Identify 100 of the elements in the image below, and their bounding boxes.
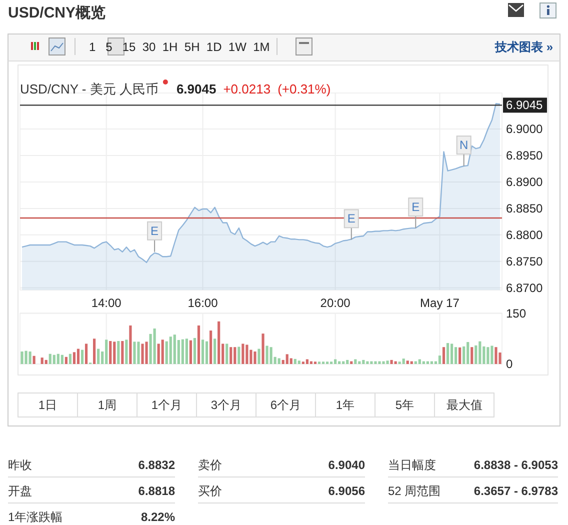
bar [60, 354, 64, 364]
bar [169, 336, 172, 364]
bar [306, 359, 308, 364]
text: 8.22% [140, 510, 176, 524]
bar [68, 354, 72, 364]
bar [406, 360, 409, 364]
annotation: E [412, 200, 420, 214]
bar [474, 345, 478, 364]
text: 1周 [98, 398, 117, 412]
text: 1个月 [151, 398, 182, 412]
text: 最大值 [446, 398, 482, 412]
bar [294, 358, 296, 364]
text: 6.9056 [328, 484, 366, 498]
x-tick-label: 14:00 [91, 296, 122, 310]
text: 6.9040 [328, 458, 366, 472]
bar [125, 340, 128, 364]
bar [254, 351, 256, 364]
bar [418, 359, 421, 364]
bar [80, 350, 84, 364]
bar [181, 339, 184, 364]
bar [193, 338, 196, 364]
text: 52 周范围 [388, 484, 441, 498]
text: 开盘 [8, 484, 32, 498]
bar [52, 354, 56, 364]
annotation: +0.0213 [223, 82, 271, 96]
bar [97, 348, 100, 364]
text: 3个月 [210, 398, 242, 412]
text: 技术图表 » [494, 40, 554, 54]
text: USD/CNY概览 [8, 4, 106, 22]
bar [129, 325, 132, 364]
bar [382, 361, 385, 364]
bar [121, 341, 124, 364]
bar [76, 348, 80, 364]
bar [32, 356, 36, 364]
x-tick-label: May 17 [420, 296, 460, 310]
bar [24, 350, 28, 364]
y-tick-label: 0 [506, 357, 513, 371]
chart-title: USD/CNY - 美元 人民币 [20, 82, 158, 96]
bar [490, 346, 494, 364]
bar [362, 360, 365, 364]
bar [386, 360, 389, 364]
bar [494, 347, 498, 364]
text: 当日幅度 [388, 458, 436, 472]
bar [298, 360, 300, 364]
bar [161, 340, 164, 364]
bar [189, 340, 192, 364]
bar [242, 344, 244, 364]
bar [470, 347, 474, 364]
bar [48, 354, 52, 364]
bar [270, 347, 272, 364]
text: 1年 [336, 398, 355, 412]
bar [44, 360, 48, 364]
y-tick-label: 6.8850 [506, 201, 544, 216]
bar [258, 348, 260, 364]
bar [486, 347, 490, 364]
text: 5年 [395, 398, 414, 412]
bar [238, 346, 240, 364]
bar [402, 358, 405, 364]
bar [173, 334, 176, 364]
bar [442, 347, 446, 364]
annotation: (+0.31%) [278, 82, 331, 96]
text: 买价 [198, 484, 222, 498]
bar [209, 330, 212, 364]
ref-line-label: 6.9045 [506, 98, 544, 112]
bar [370, 361, 373, 364]
bar [105, 340, 108, 364]
bar [278, 358, 280, 364]
bar [137, 342, 140, 364]
bar [117, 341, 120, 364]
text: 6.3657 - 6.9783 [474, 484, 558, 498]
y-tick-label: 6.8900 [506, 174, 544, 189]
bar [354, 359, 357, 364]
bar [93, 338, 96, 364]
bar [214, 338, 216, 364]
bar [185, 338, 188, 364]
bar [145, 342, 148, 364]
y-tick-label: 6.8800 [506, 228, 544, 242]
bar [230, 347, 232, 364]
bar [157, 344, 160, 364]
bar [390, 360, 393, 364]
bar [218, 321, 220, 364]
bar [462, 346, 466, 364]
annotation: N [460, 138, 468, 152]
bar [133, 342, 136, 364]
text: 6.8832 [138, 458, 176, 472]
bar [226, 344, 228, 364]
bar [84, 344, 88, 364]
bar [20, 351, 24, 364]
bar [458, 347, 462, 364]
bar [454, 347, 458, 364]
bar [378, 361, 381, 364]
annotation: 6.9045 [176, 82, 216, 96]
bar [205, 341, 208, 364]
bar [64, 356, 68, 364]
bar [290, 358, 292, 364]
annotation: E [347, 212, 356, 226]
y-tick-label: 6.8700 [506, 280, 544, 295]
bar [334, 359, 337, 364]
bar [141, 344, 144, 364]
text: 1日 [38, 398, 58, 412]
